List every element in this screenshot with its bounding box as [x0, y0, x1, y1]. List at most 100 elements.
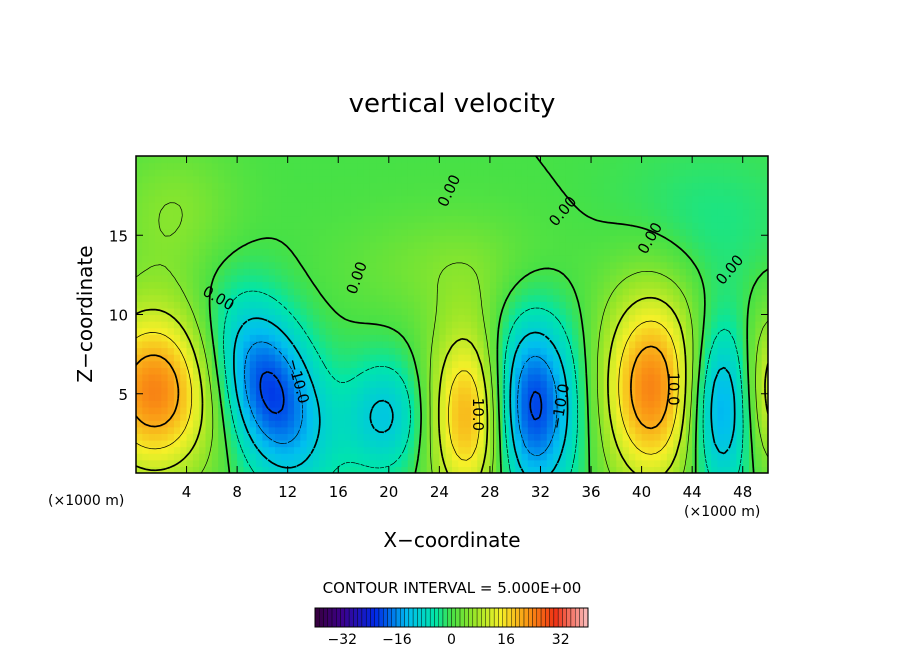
field-cell	[717, 354, 725, 362]
field-cell	[534, 314, 542, 322]
field-cell	[376, 439, 384, 448]
field-cell	[249, 373, 257, 382]
contour-line	[136, 345, 670, 430]
field-cell	[698, 446, 706, 454]
field-cell	[660, 446, 668, 454]
field-cell	[647, 281, 655, 289]
field-cell	[508, 175, 516, 184]
field-cell	[439, 354, 447, 362]
field-cell	[199, 281, 207, 289]
field-cell	[136, 360, 143, 368]
field-cell	[527, 248, 535, 256]
field-cell	[464, 334, 472, 342]
field-cell	[578, 156, 586, 164]
field-cell	[692, 360, 700, 368]
field-cell	[230, 228, 238, 236]
field-cell	[685, 439, 693, 448]
field-cell	[711, 453, 719, 461]
field-cell	[363, 288, 371, 296]
field-cell	[237, 281, 245, 289]
field-cell	[660, 169, 668, 177]
field-cell	[502, 268, 510, 276]
field-cell	[445, 281, 453, 289]
field-cell	[338, 241, 346, 250]
field-cell	[237, 420, 245, 428]
field-cell	[502, 321, 510, 329]
field-cell	[616, 268, 624, 276]
field-cell	[407, 162, 415, 170]
field-cell	[338, 169, 346, 177]
field-cell	[679, 459, 687, 467]
field-cell	[407, 274, 415, 283]
field-cell	[673, 453, 681, 461]
field-cell	[508, 420, 516, 428]
field-cell	[635, 367, 643, 375]
field-cell	[388, 400, 396, 408]
field-cell	[515, 347, 523, 355]
field-cell	[230, 327, 238, 335]
field-cell	[325, 314, 333, 322]
field-cell	[173, 261, 181, 269]
field-cell	[660, 208, 668, 217]
field-cell	[268, 406, 276, 415]
field-cell	[287, 446, 295, 454]
field-cell	[167, 439, 175, 448]
field-cell	[685, 387, 693, 395]
field-cell	[489, 162, 497, 170]
field-cell	[452, 241, 459, 250]
field-cell	[470, 156, 478, 164]
field-cell	[742, 321, 750, 329]
field-cell	[142, 202, 150, 210]
field-cell	[407, 202, 415, 210]
field-cell	[641, 215, 649, 223]
field-cell	[496, 466, 504, 473]
field-cell	[572, 367, 579, 375]
field-cell	[319, 208, 327, 217]
field-cell	[167, 314, 175, 322]
field-cell	[224, 466, 232, 473]
field-cell	[717, 175, 725, 184]
field-cell	[502, 294, 510, 302]
field-cell	[161, 459, 169, 467]
field-cell	[426, 261, 434, 269]
field-cell	[256, 413, 263, 421]
field-cell	[464, 162, 472, 170]
field-cell	[414, 347, 421, 355]
field-cell	[357, 228, 365, 236]
field-cell	[711, 393, 719, 401]
field-cell	[742, 274, 750, 283]
field-cell	[275, 175, 282, 184]
field-cell	[527, 162, 535, 170]
field-cell	[136, 301, 143, 309]
field-cell	[224, 261, 232, 269]
field-cell	[407, 360, 415, 368]
field-cell	[230, 446, 238, 454]
field-cell	[154, 400, 162, 408]
field-cell	[294, 281, 301, 289]
field-cell	[142, 235, 150, 243]
field-cell	[224, 314, 232, 322]
field-cell	[527, 189, 535, 197]
field-cell	[502, 274, 510, 283]
field-cell	[616, 393, 624, 401]
field-cell	[470, 235, 478, 243]
field-cell	[275, 314, 282, 322]
field-cell	[325, 175, 333, 184]
field-cell	[306, 175, 314, 184]
field-cell	[426, 321, 434, 329]
field-cell	[395, 248, 403, 256]
field-cell	[445, 433, 453, 441]
field-cell	[199, 208, 207, 217]
field-cell	[357, 413, 365, 421]
field-cell	[376, 354, 384, 362]
field-cell	[154, 294, 162, 302]
field-cell	[540, 334, 548, 342]
field-cell	[660, 189, 668, 197]
field-cell	[452, 307, 459, 316]
field-cell	[148, 380, 156, 388]
field-cell	[199, 301, 207, 309]
field-cell	[527, 321, 535, 329]
field-cell	[154, 367, 162, 375]
field-cell	[704, 439, 712, 448]
field-cell	[294, 321, 301, 329]
